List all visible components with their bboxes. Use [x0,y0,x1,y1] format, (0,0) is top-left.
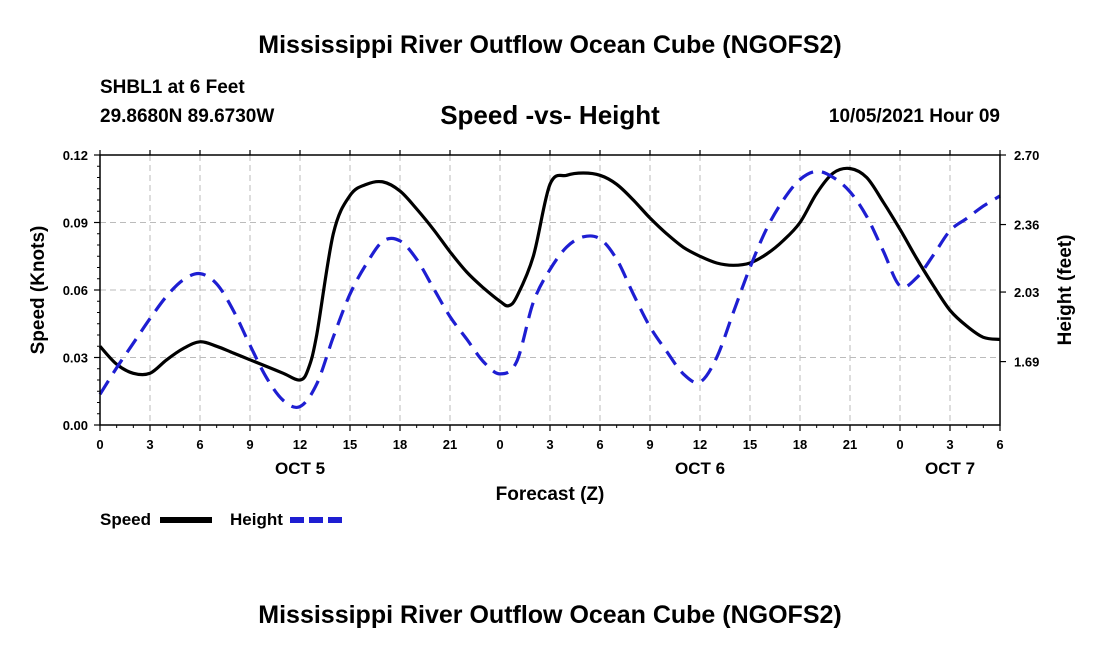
station-coordinates: 29.8680N 89.6730W [100,106,275,127]
tick-layer: 0 3 6 9 12 15 18 21 0 3 6 9 12 15 18 21 0 3 6 0.00 0.03 0.06 0… [63,148,1040,478]
x-tick-label: 9 [246,437,253,452]
x-tick-label: 3 [146,437,153,452]
x-tick-label: 12 [693,437,707,452]
x-tick-label: 21 [843,437,857,452]
chart-title-bottom: Mississippi River Outflow Ocean Cube (NG… [258,601,842,629]
x-tick-label: 6 [996,437,1003,452]
grid-layer [100,155,1000,425]
x-tick-label: 0 [96,437,103,452]
series-line-speed [98,166,1001,382]
x-tick-label: 15 [743,437,757,452]
station-label: SHBL1 at 6 Feet [100,77,245,98]
series-line-height [98,169,1001,410]
y-left-tick-label: 0.00 [63,418,88,433]
y-axis-left-label: Speed (Knots) [28,226,49,355]
y-left-tick-label: 0.06 [63,283,88,298]
series-layer [98,166,1001,410]
y-left-tick-label: 0.09 [63,216,88,231]
x-tick-label: 3 [546,437,553,452]
legend-label-speed: Speed [100,510,151,529]
x-date-label: OCT 5 [275,459,325,478]
chart-subtitle: Speed -vs- Height [440,100,660,130]
x-tick-label: 12 [293,437,307,452]
x-tick-label: 9 [646,437,653,452]
legend: Speed Height [100,510,342,529]
x-date-label: OCT 7 [925,459,975,478]
y-right-tick-label: 2.03 [1014,285,1039,300]
x-tick-label: 21 [443,437,457,452]
x-tick-label: 18 [393,437,407,452]
y-left-tick-label: 0.03 [63,351,88,366]
y-axis-right-label: Height (feet) [1055,235,1076,346]
y-right-tick-label: 2.70 [1014,148,1039,163]
x-axis-label: Forecast (Z) [496,484,605,505]
legend-label-height: Height [230,510,283,529]
x-tick-label: 15 [343,437,357,452]
y-right-tick-label: 1.69 [1014,355,1039,370]
forecast-datetime: 10/05/2021 Hour 09 [828,106,1000,127]
x-tick-label: 6 [196,437,203,452]
y-left-tick-label: 0.12 [63,148,88,163]
x-tick-label: 3 [946,437,953,452]
x-date-label: OCT 6 [675,459,725,478]
x-tick-label: 18 [793,437,807,452]
x-tick-label: 6 [596,437,603,452]
x-tick-label: 0 [896,437,903,452]
x-tick-label: 0 [496,437,503,452]
chart-title-top: Mississippi River Outflow Ocean Cube (NG… [258,31,842,59]
y-right-tick-label: 2.36 [1014,218,1039,233]
